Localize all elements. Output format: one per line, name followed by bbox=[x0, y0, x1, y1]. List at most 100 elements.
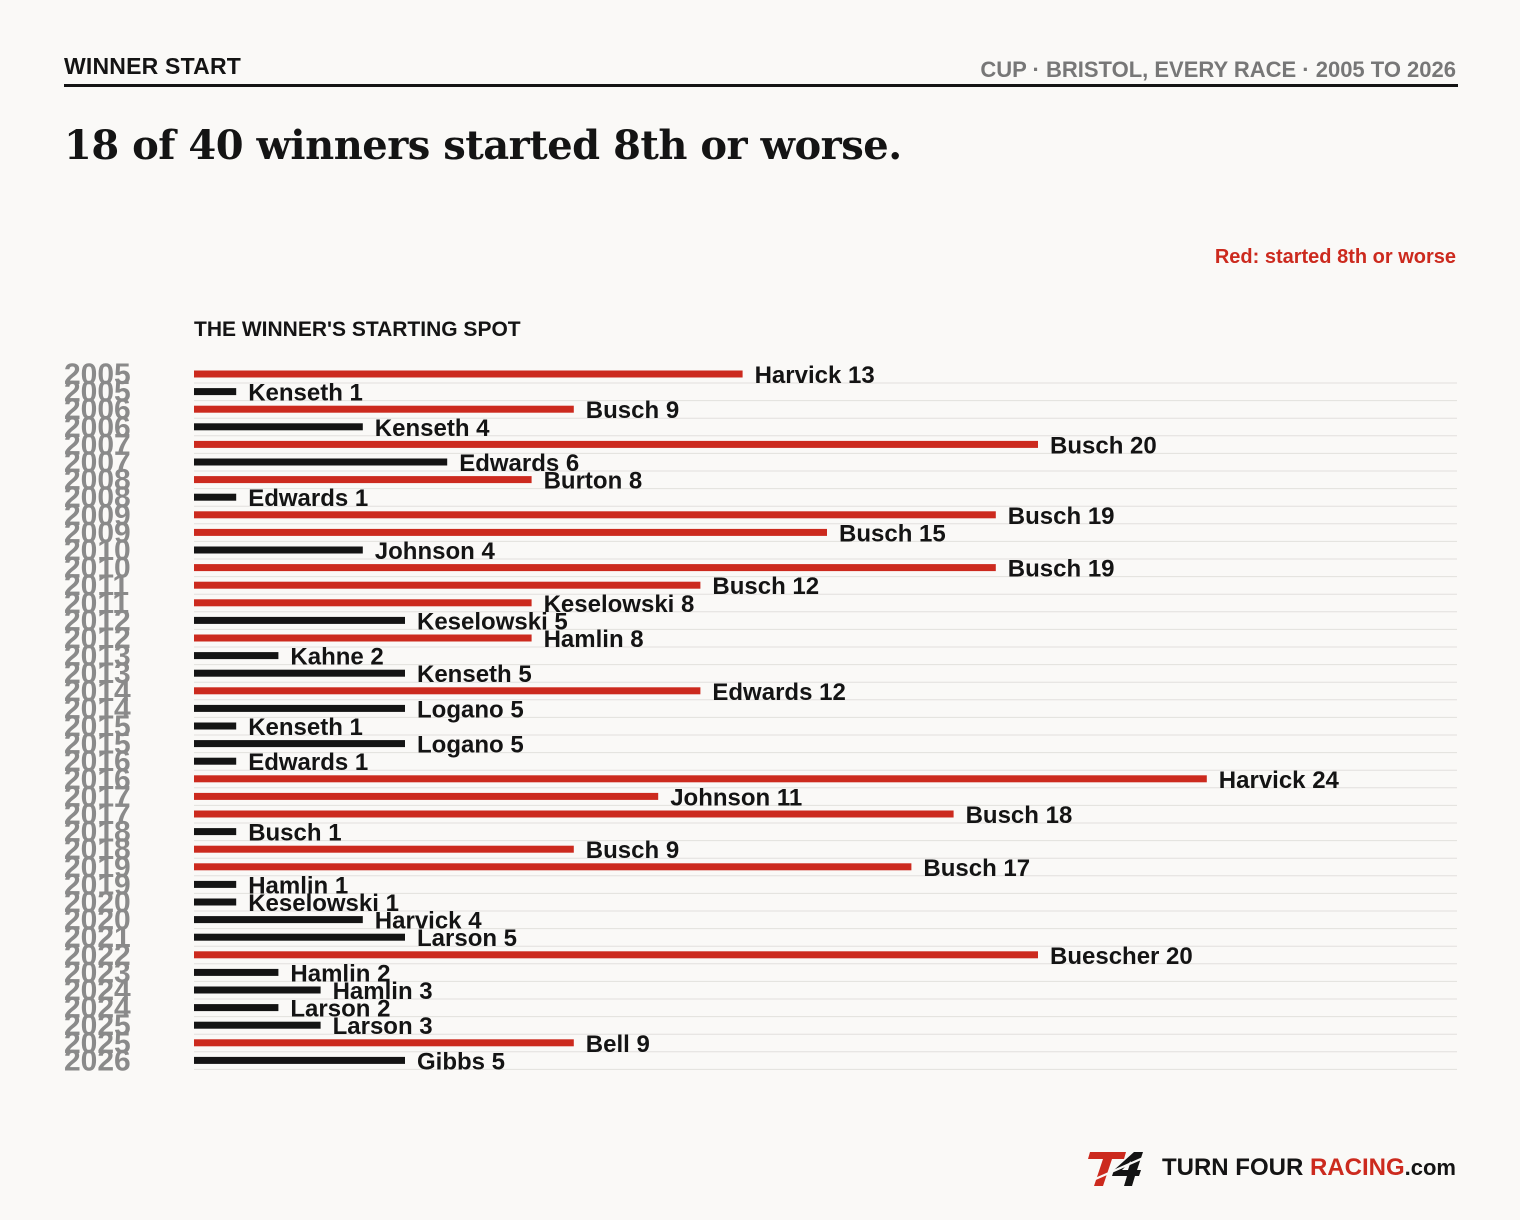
data-label: Harvick 13 bbox=[755, 362, 875, 389]
year-label: 2010 bbox=[64, 552, 131, 585]
data-label: Edwards 6 bbox=[459, 450, 579, 477]
year-label: 2015 bbox=[64, 728, 131, 761]
brand-part-2: RACING bbox=[1309, 1154, 1405, 1181]
bar bbox=[194, 599, 532, 607]
year-label: 2016 bbox=[64, 763, 131, 796]
data-label: Logano 5 bbox=[417, 696, 524, 723]
data-label: Larson 5 bbox=[417, 925, 517, 952]
data-label: Edwards 1 bbox=[248, 485, 368, 512]
bar bbox=[194, 458, 448, 466]
bar bbox=[194, 845, 574, 853]
data-label: Gibbs 5 bbox=[417, 1048, 505, 1075]
year-label: 2025 bbox=[64, 1009, 131, 1042]
bar bbox=[194, 1056, 405, 1064]
data-label: Buescher 20 bbox=[1050, 943, 1193, 970]
bar bbox=[194, 828, 237, 836]
bar bbox=[194, 564, 996, 572]
brand-name: TURN FOUR RACING.com bbox=[1162, 1154, 1456, 1182]
year-label: 2014 bbox=[64, 675, 131, 708]
data-label: Harvick 4 bbox=[375, 908, 482, 935]
data-label: Busch 1 bbox=[248, 820, 341, 847]
year-label: 2006 bbox=[64, 411, 131, 444]
year-label: 2024 bbox=[64, 992, 131, 1025]
bar bbox=[194, 740, 405, 748]
bar bbox=[194, 968, 279, 976]
chart-headline: 18 of 40 winners started 8th or worse. bbox=[64, 122, 902, 169]
bar bbox=[194, 1039, 574, 1047]
data-label: Hamlin 1 bbox=[248, 872, 348, 899]
year-label: 2009 bbox=[64, 499, 131, 532]
data-label: Keselowski 5 bbox=[417, 608, 568, 635]
data-label: Edwards 12 bbox=[712, 679, 845, 706]
bar bbox=[194, 933, 405, 941]
bar bbox=[194, 863, 912, 871]
brand-part-1: TURN FOUR bbox=[1161, 1154, 1310, 1181]
year-label: 2013 bbox=[64, 657, 131, 690]
data-label: Kenseth 1 bbox=[248, 714, 363, 741]
bar bbox=[194, 704, 405, 712]
bar bbox=[194, 493, 237, 501]
bar bbox=[194, 546, 363, 554]
bar bbox=[194, 1021, 321, 1029]
bar bbox=[194, 880, 237, 888]
year-label: 2005 bbox=[64, 376, 131, 409]
bar bbox=[194, 440, 1038, 448]
year-label: 2007 bbox=[64, 446, 131, 479]
bar bbox=[194, 986, 321, 994]
year-label: 2026 bbox=[64, 1044, 131, 1077]
bar bbox=[194, 405, 574, 413]
bar bbox=[194, 581, 701, 589]
year-label: 2008 bbox=[64, 481, 131, 514]
year-label: 2014 bbox=[64, 692, 131, 725]
data-label: Busch 17 bbox=[923, 855, 1030, 882]
bar bbox=[194, 388, 237, 396]
bar bbox=[194, 757, 237, 765]
color-legend-note: Red: started 8th or worse bbox=[1214, 246, 1456, 268]
year-label: 2023 bbox=[64, 956, 131, 989]
data-label: Busch 19 bbox=[1008, 503, 1115, 530]
year-label: 2011 bbox=[64, 569, 129, 602]
bar bbox=[194, 775, 1207, 783]
data-label: Hamlin 2 bbox=[290, 960, 390, 987]
year-label: 2010 bbox=[64, 534, 131, 567]
bar bbox=[194, 423, 363, 431]
chart-meta: CUP · BRISTOL, EVERY RACE · 2005 TO 2026 bbox=[980, 57, 1456, 82]
brand-footer: TURN FOUR RACING.com bbox=[1082, 1148, 1456, 1188]
data-label: Busch 9 bbox=[586, 837, 679, 864]
bar bbox=[194, 916, 363, 924]
data-label: Busch 18 bbox=[966, 802, 1073, 829]
year-label: 2012 bbox=[64, 622, 131, 655]
year-label: 2024 bbox=[64, 974, 131, 1007]
year-label: 2008 bbox=[64, 464, 131, 497]
data-label: Keselowski 1 bbox=[248, 890, 399, 917]
data-label: Johnson 11 bbox=[670, 784, 802, 811]
data-label: Larson 3 bbox=[333, 1013, 433, 1040]
brand-part-3: .com bbox=[1404, 1155, 1456, 1180]
data-label: Kenseth 4 bbox=[375, 415, 490, 442]
axis-title: THE WINNER'S STARTING SPOT bbox=[194, 318, 521, 341]
data-label: Larson 2 bbox=[290, 996, 390, 1023]
year-label: 2016 bbox=[64, 745, 131, 778]
year-label: 2013 bbox=[64, 640, 131, 673]
data-label: Busch 12 bbox=[712, 573, 819, 600]
data-label: Burton 8 bbox=[544, 468, 643, 495]
data-label: Busch 15 bbox=[839, 520, 946, 547]
year-label: 2018 bbox=[64, 833, 131, 866]
year-label: 2022 bbox=[64, 939, 131, 972]
t4-logo-icon bbox=[1083, 1152, 1153, 1186]
header-rule bbox=[64, 84, 1458, 87]
data-label: Kenseth 1 bbox=[248, 380, 363, 407]
data-label: Johnson 4 bbox=[375, 538, 496, 565]
year-label: 2018 bbox=[64, 816, 131, 849]
data-label: Edwards 1 bbox=[248, 749, 368, 776]
year-label: 2025 bbox=[64, 1027, 131, 1060]
data-label: Kahne 2 bbox=[290, 644, 383, 671]
bar bbox=[194, 370, 743, 378]
year-label: 2019 bbox=[64, 851, 131, 884]
bar bbox=[194, 810, 954, 818]
data-label: Busch 20 bbox=[1050, 432, 1157, 459]
data-label: Harvick 24 bbox=[1219, 767, 1340, 794]
year-label: 2006 bbox=[64, 393, 131, 426]
data-label: Logano 5 bbox=[417, 732, 524, 759]
year-label: 2020 bbox=[64, 904, 131, 937]
